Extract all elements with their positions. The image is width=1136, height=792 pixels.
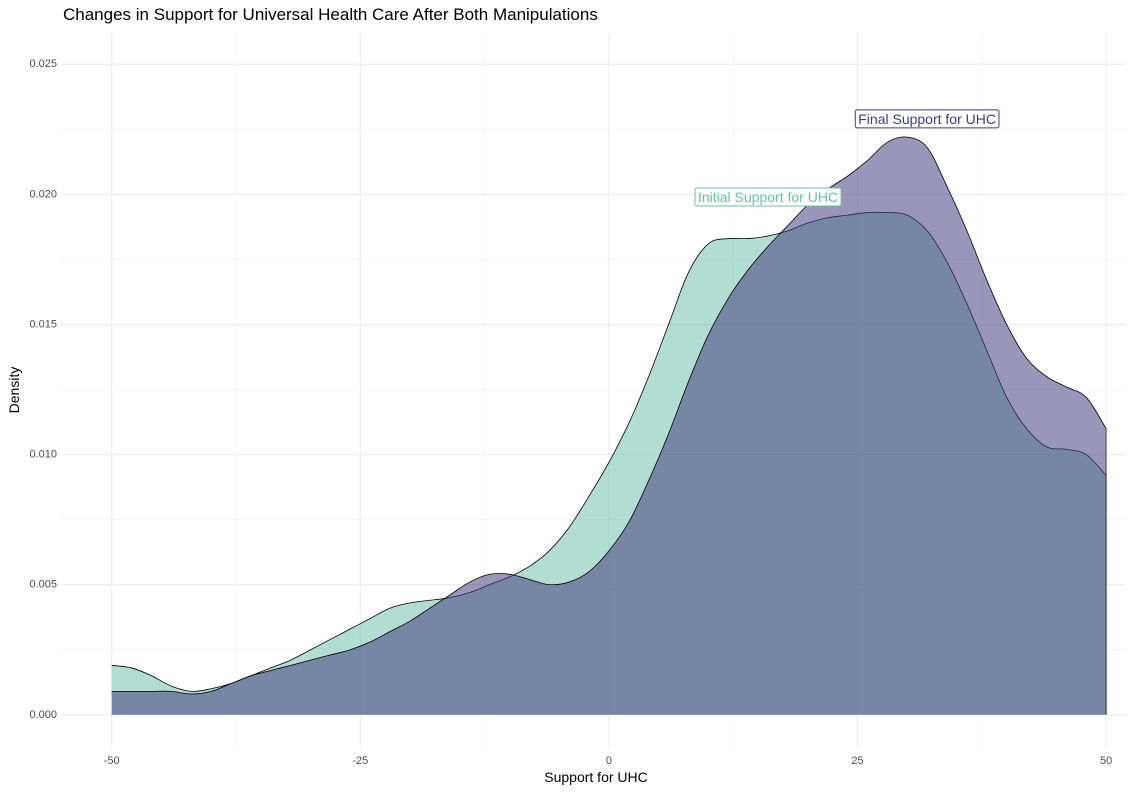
y-tick-label: 0.020 [29,188,57,200]
annotation-label: Initial Support for UHC [694,187,842,207]
density-area-final [111,136,1107,715]
annotation-box [854,109,1000,129]
y-tick-label: 0.005 [29,579,57,591]
x-tick-label: 0 [606,755,612,767]
annotation-box [694,187,842,207]
x-tick-label: -50 [104,755,120,767]
series-layer [111,136,1107,715]
annotation-text: Final Support for UHC [858,111,996,127]
annotation-layer: Initial Support for UHC Final Support for… [694,109,1000,207]
y-axis-label: Density [6,367,22,414]
annotation-text: Initial Support for UHC [698,189,838,205]
density-outline-final [111,136,1107,695]
x-tick-labels: -50 -25 0 25 50 [104,755,1112,767]
y-tick-label: 0.000 [29,709,57,721]
annotation-label: Final Support for UHC [854,109,1000,129]
x-tick-label: -25 [352,755,368,767]
y-tick-labels: 0.000 0.005 0.010 0.015 0.020 0.025 [29,58,57,721]
x-tick-label: 25 [851,755,863,767]
y-tick-label: 0.015 [29,318,57,330]
y-tick-label: 0.025 [29,58,57,70]
y-tick-label: 0.010 [29,449,57,461]
x-tick-label: 50 [1100,755,1112,767]
chart-title: Changes in Support for Universal Health … [63,5,598,24]
x-axis-label: Support for UHC [544,769,647,785]
